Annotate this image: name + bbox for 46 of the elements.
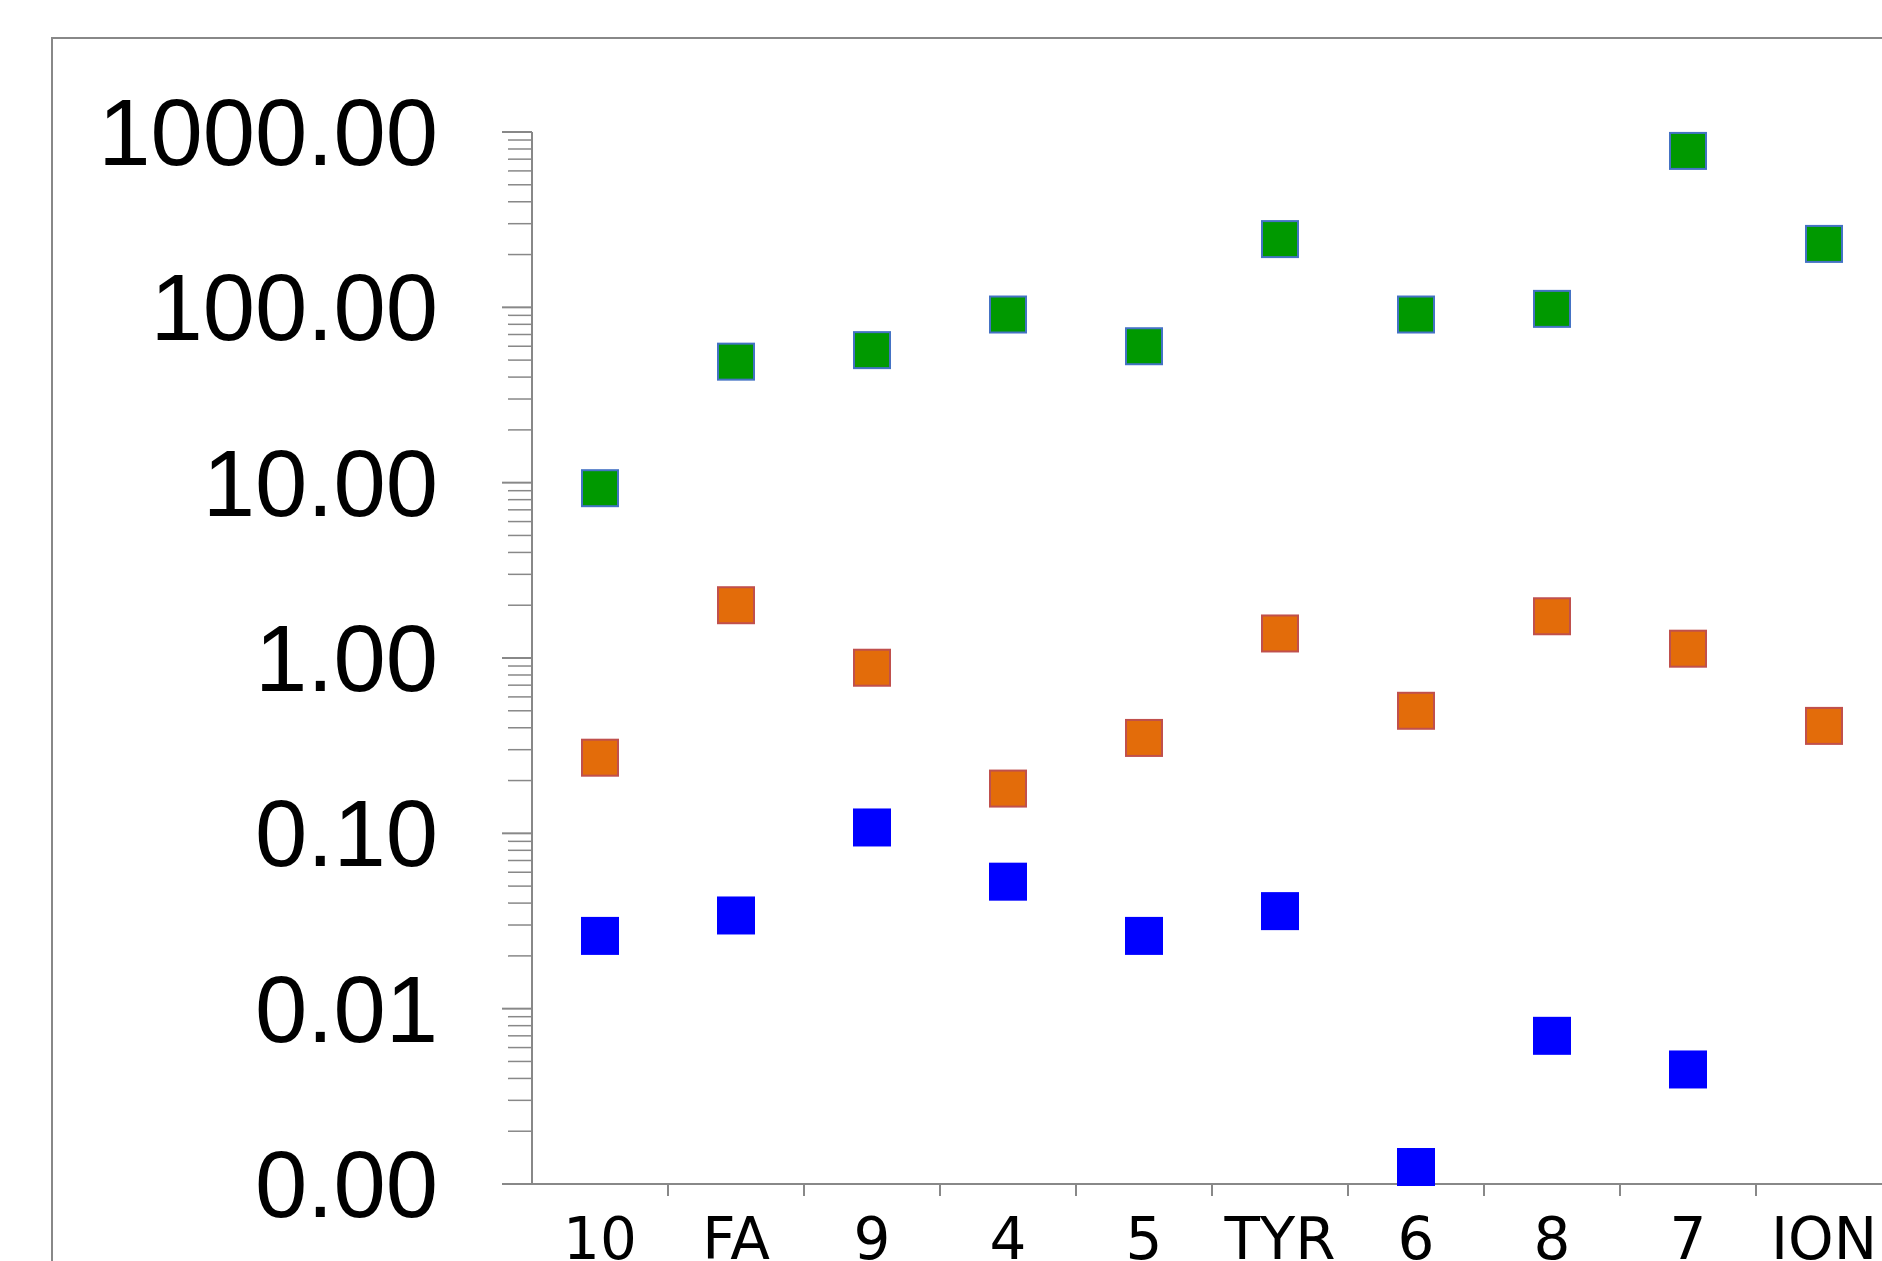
point	[1669, 131, 1707, 170]
point	[1805, 224, 1843, 263]
point	[1261, 614, 1299, 653]
point	[1669, 629, 1707, 668]
point	[1397, 295, 1435, 334]
y-tick-label: 0.10	[255, 781, 438, 887]
point	[1397, 1148, 1435, 1187]
point	[1397, 691, 1435, 730]
point	[581, 916, 619, 955]
point	[717, 342, 755, 381]
x-tick-label: 10	[563, 1205, 637, 1261]
x-tick-label: 4	[989, 1205, 1027, 1261]
x-tick-label: 9	[853, 1205, 891, 1261]
point	[853, 808, 891, 847]
x-tick-label: 6	[1397, 1205, 1435, 1261]
point	[717, 586, 755, 625]
y-tick-label: 0.01	[255, 956, 438, 1062]
x-tick-label: ION	[1770, 1205, 1878, 1261]
point	[989, 769, 1027, 808]
point	[989, 295, 1027, 334]
point	[853, 331, 891, 370]
y-tick-label: 1000.00	[98, 79, 438, 185]
point	[1533, 597, 1571, 636]
x-tick-label: 7	[1669, 1205, 1707, 1261]
point	[1125, 718, 1163, 757]
point	[1125, 327, 1163, 366]
y-tick-label: 1.00	[255, 605, 438, 711]
point	[1533, 289, 1571, 328]
point	[1669, 1050, 1707, 1089]
point	[1805, 706, 1843, 745]
y-tick-label: 0.00	[255, 1131, 438, 1237]
point	[989, 862, 1027, 901]
point	[717, 896, 755, 935]
point	[1125, 916, 1163, 955]
x-tick-label: 5	[1125, 1205, 1163, 1261]
point	[1261, 892, 1299, 931]
point	[581, 469, 619, 508]
y-tick-label: 100.00	[150, 255, 438, 361]
point	[1533, 1016, 1571, 1055]
point	[1261, 220, 1299, 259]
x-tick-label: 8	[1533, 1205, 1571, 1261]
point	[581, 738, 619, 777]
point	[853, 648, 891, 687]
y-tick-label: 10.00	[202, 430, 438, 536]
x-tick-label: TYR	[1223, 1205, 1336, 1261]
x-tick-label: FA	[702, 1205, 771, 1261]
